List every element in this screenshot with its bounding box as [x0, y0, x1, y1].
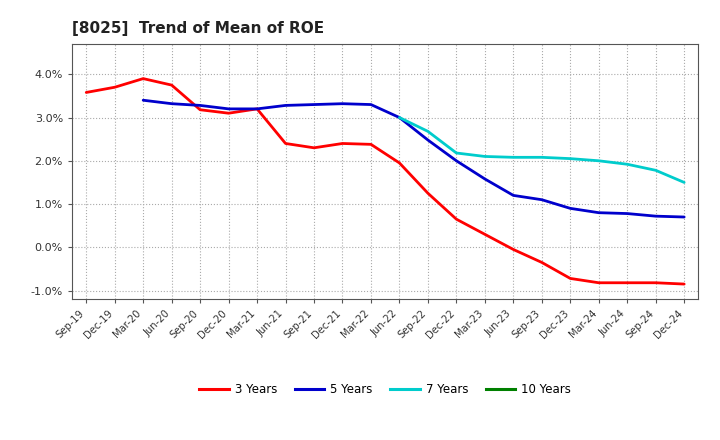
5 Years: [509, 193, 518, 198]
5 Years: [139, 98, 148, 103]
Legend: 3 Years, 5 Years, 7 Years, 10 Years: 3 Years, 5 Years, 7 Years, 10 Years: [194, 378, 576, 400]
5 Years: [480, 176, 489, 182]
Line: 7 Years: 7 Years: [400, 117, 684, 183]
7 Years: [480, 154, 489, 159]
5 Years: [253, 106, 261, 111]
3 Years: [196, 107, 204, 112]
3 Years: [225, 110, 233, 116]
3 Years: [652, 280, 660, 286]
5 Years: [310, 102, 318, 107]
3 Years: [82, 90, 91, 95]
3 Years: [680, 282, 688, 287]
3 Years: [139, 76, 148, 81]
3 Years: [338, 141, 347, 146]
3 Years: [566, 276, 575, 281]
5 Years: [225, 106, 233, 111]
3 Years: [595, 280, 603, 286]
5 Years: [395, 115, 404, 120]
7 Years: [537, 155, 546, 160]
5 Years: [623, 211, 631, 216]
7 Years: [452, 150, 461, 156]
3 Years: [537, 260, 546, 265]
7 Years: [423, 129, 432, 134]
7 Years: [652, 168, 660, 173]
5 Years: [537, 197, 546, 202]
5 Years: [652, 213, 660, 219]
3 Years: [480, 232, 489, 237]
5 Years: [680, 214, 688, 220]
3 Years: [452, 216, 461, 222]
3 Years: [395, 160, 404, 165]
7 Years: [595, 158, 603, 163]
3 Years: [110, 84, 119, 90]
5 Years: [282, 103, 290, 108]
5 Years: [423, 137, 432, 143]
Line: 5 Years: 5 Years: [143, 100, 684, 217]
5 Years: [595, 210, 603, 215]
7 Years: [509, 155, 518, 160]
5 Years: [366, 102, 375, 107]
Line: 3 Years: 3 Years: [86, 79, 684, 284]
3 Years: [310, 145, 318, 150]
3 Years: [509, 247, 518, 252]
3 Years: [623, 280, 631, 286]
5 Years: [338, 101, 347, 106]
Text: [8025]  Trend of Mean of ROE: [8025] Trend of Mean of ROE: [72, 21, 324, 36]
3 Years: [282, 141, 290, 146]
5 Years: [566, 206, 575, 211]
7 Years: [623, 161, 631, 167]
5 Years: [196, 103, 204, 108]
3 Years: [423, 191, 432, 196]
3 Years: [167, 82, 176, 88]
7 Years: [395, 115, 404, 120]
5 Years: [452, 158, 461, 163]
3 Years: [366, 142, 375, 147]
3 Years: [253, 106, 261, 111]
7 Years: [680, 180, 688, 185]
5 Years: [167, 101, 176, 106]
7 Years: [566, 156, 575, 161]
